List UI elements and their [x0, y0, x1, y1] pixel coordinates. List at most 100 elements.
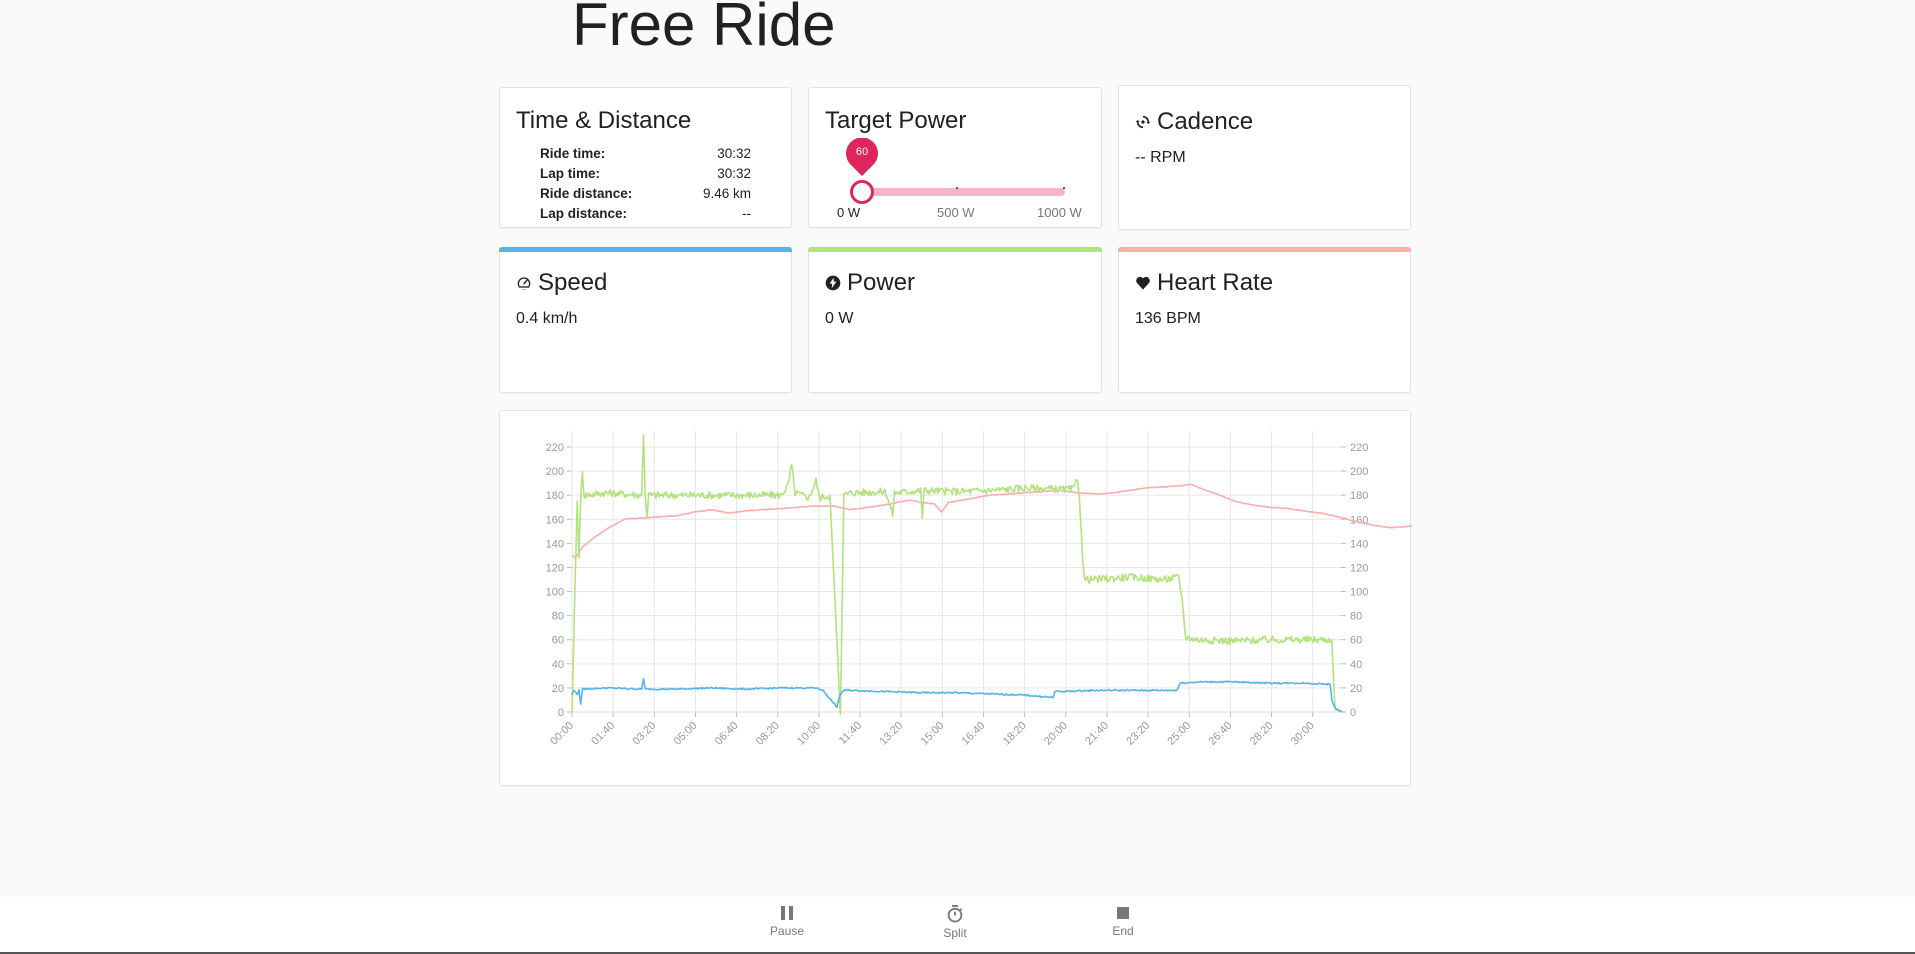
time-distance-card: Time & Distance Ride time: 30:32 Lap time:… [499, 87, 792, 228]
y-tick-label-left: 100 [546, 587, 564, 599]
y-tick-label-left: 180 [546, 490, 564, 502]
cadence-value: -- RPM [1135, 149, 1186, 166]
y-tick-label-left: 40 [552, 659, 564, 671]
pause-button[interactable]: Pause [747, 905, 827, 938]
x-tick-label: 30:00 [1289, 720, 1317, 748]
slider-value-label: 60 [855, 146, 869, 158]
time-distance-label: Ride distance: [540, 186, 633, 201]
time-distance-row: Lap distance: -- [540, 204, 751, 224]
target-power-slider-thumb[interactable] [850, 180, 874, 204]
stopwatch-icon [947, 905, 963, 923]
time-distance-label: Ride time: [540, 146, 606, 161]
x-tick-label: 01:40 [589, 720, 617, 748]
heart-rate-value: 136 BPM [1135, 310, 1201, 327]
power-accent-bar [808, 247, 1102, 252]
slider-min-label: 0 W [837, 205, 861, 220]
cadence-title-label: Cadence [1157, 108, 1254, 135]
page-title: Free Ride [572, 0, 836, 58]
cadence-icon [1135, 115, 1151, 129]
power-title: Power [825, 269, 915, 297]
power-card: Power 0 W [808, 247, 1102, 393]
heart-rate-title: Heart Rate [1135, 269, 1273, 297]
slider-tick-mark [1063, 187, 1065, 189]
y-tick-label-left: 0 [558, 707, 564, 719]
lightning-bolt-icon [825, 275, 841, 291]
y-tick-label-left: 20 [552, 683, 564, 695]
x-tick-label: 21:40 [1083, 720, 1111, 748]
x-tick-label: 28:20 [1248, 720, 1276, 748]
power-title-label: Power [847, 269, 916, 296]
split-label: Split [943, 926, 967, 940]
x-tick-label: 20:00 [1042, 720, 1070, 748]
speed-series-line [571, 678, 1343, 713]
y-tick-label-left: 60 [552, 635, 564, 647]
y-tick-label-right: 60 [1350, 635, 1362, 647]
time-distance-label: Lap time: [540, 166, 601, 181]
slider-max-label: 1000 W [1037, 205, 1082, 220]
slider-tick-mark [956, 187, 958, 189]
end-label: End [1112, 924, 1134, 938]
x-tick-label: 05:00 [672, 720, 700, 748]
y-tick-label-right: 180 [1350, 490, 1368, 502]
x-tick-label: 10:00 [795, 720, 823, 748]
x-tick-label: 00:00 [548, 720, 576, 748]
y-tick-label-left: 220 [546, 442, 564, 454]
heart-rate-title-label: Heart Rate [1157, 269, 1274, 296]
pause-label: Pause [769, 924, 805, 938]
y-tick-label-right: 120 [1350, 562, 1368, 574]
y-tick-label-right: 220 [1350, 442, 1368, 454]
heart-rate-series-line [571, 483, 1452, 559]
speed-card: Speed 0.4 km/h [499, 247, 792, 393]
split-button[interactable]: Split [915, 905, 995, 940]
target-power-card: Target Power 60 0 W 500 W 1000 W [808, 87, 1102, 228]
heart-rate-accent-bar [1118, 247, 1411, 252]
x-tick-label: 15:00 [919, 720, 947, 748]
target-power-slider-track[interactable] [853, 188, 1065, 196]
y-tick-label-left: 160 [546, 514, 564, 526]
speed-title-label: Speed [538, 269, 608, 296]
slider-mid-label: 500 W [937, 205, 975, 220]
ride-controls-bar: Pause Split End [0, 897, 1915, 954]
ride-metrics-chart: 0 0 20 20 40 40 60 60 80 80 100 100 120 120 140 140 160 1… [546, 431, 1452, 748]
time-distance-value: 30:32 [717, 166, 751, 181]
time-distance-row: Ride distance: 9.46 km [540, 184, 751, 204]
y-tick-label-right: 40 [1350, 659, 1362, 671]
x-tick-label: 26:40 [1207, 720, 1235, 748]
x-tick-label: 25:00 [1165, 720, 1193, 748]
y-tick-label-left: 120 [546, 562, 564, 574]
x-tick-label: 16:40 [960, 720, 988, 748]
x-tick-label: 18:20 [1001, 720, 1029, 748]
time-distance-title: Time & Distance [516, 107, 692, 134]
y-tick-label-left: 80 [552, 611, 564, 623]
x-tick-label: 13:20 [877, 720, 905, 748]
y-tick-label-left: 140 [546, 538, 564, 550]
end-button[interactable]: End [1083, 905, 1163, 938]
power-value: 0 W [825, 310, 854, 327]
stop-icon [1117, 907, 1129, 919]
time-distance-row: Lap time: 30:32 [540, 164, 751, 184]
cadence-title: Cadence [1135, 108, 1253, 136]
x-tick-label: 11:40 [837, 720, 864, 747]
speed-title: Speed [516, 269, 607, 297]
time-distance-value: 30:32 [717, 146, 751, 161]
time-distance-value: -- [742, 206, 751, 221]
x-tick-label: 03:20 [630, 720, 658, 748]
target-power-title: Target Power [825, 107, 967, 134]
time-distance-value: 9.46 km [702, 186, 751, 201]
time-distance-label: Lap distance: [540, 206, 628, 221]
time-distance-row: Ride time: 30:32 [540, 144, 751, 164]
cadence-card: Cadence -- RPM [1118, 85, 1411, 230]
power-series-line [571, 434, 1343, 716]
y-tick-label-right: 140 [1350, 538, 1368, 550]
heart-icon [1136, 276, 1150, 290]
speedometer-icon [517, 277, 531, 290]
time-distance-table: Ride time: 30:32 Lap time: 30:32 Ride distan… [540, 144, 751, 224]
speed-accent-bar [499, 247, 792, 252]
speed-value: 0.4 km/h [516, 310, 578, 327]
slider-value-bubble [846, 138, 878, 176]
pause-icon [781, 906, 793, 920]
ride-chart-card: 0 0 20 20 40 40 60 60 80 80 100 100 120 120 140 140 160 1… [499, 410, 1452, 786]
y-tick-label-right: 200 [1350, 466, 1368, 478]
x-tick-label: 06:40 [713, 720, 741, 748]
y-tick-label-right: 80 [1350, 611, 1362, 623]
